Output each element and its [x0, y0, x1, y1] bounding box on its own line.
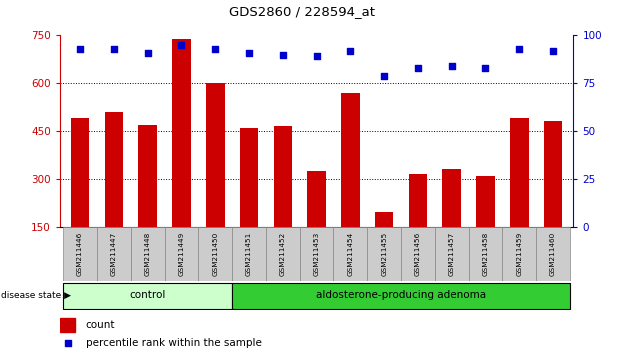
Point	[413, 65, 423, 71]
Bar	[172, 39, 191, 227]
Text: GSM211453: GSM211453	[314, 232, 319, 276]
Point	[481, 65, 491, 71]
Point	[253, 242, 263, 248]
Text: GSM211454: GSM211454	[347, 232, 353, 276]
Bar	[206, 83, 224, 227]
Bar	[401, 227, 435, 281]
Point	[210, 46, 220, 52]
Point	[312, 53, 322, 59]
Point	[142, 50, 152, 56]
Point	[109, 46, 119, 52]
Bar	[71, 118, 89, 227]
Text: GSM211452: GSM211452	[280, 232, 286, 276]
Text: GSM211449: GSM211449	[178, 232, 185, 276]
Text: GSM211448: GSM211448	[145, 232, 151, 276]
Bar	[300, 227, 333, 281]
Bar	[63, 283, 232, 309]
Point	[75, 46, 85, 52]
Point	[278, 52, 288, 57]
Text: count: count	[86, 320, 115, 330]
Text: percentile rank within the sample: percentile rank within the sample	[86, 338, 261, 348]
Bar	[375, 212, 393, 227]
Bar	[367, 227, 401, 281]
Bar	[341, 93, 360, 227]
Bar	[307, 171, 326, 227]
Text: GSM211455: GSM211455	[381, 232, 387, 276]
Point	[548, 48, 558, 53]
Bar	[232, 227, 266, 281]
Point	[345, 48, 355, 53]
Text: GSM211446: GSM211446	[77, 232, 83, 276]
Bar	[232, 283, 570, 309]
Text: GDS2860 / 228594_at: GDS2860 / 228594_at	[229, 5, 375, 18]
Bar	[198, 227, 232, 281]
Bar	[476, 176, 495, 227]
Point	[244, 50, 254, 56]
Bar	[266, 227, 300, 281]
Bar	[409, 174, 427, 227]
Text: GSM211458: GSM211458	[483, 232, 488, 276]
Point	[447, 63, 457, 69]
Bar	[333, 227, 367, 281]
Text: GSM211447: GSM211447	[111, 232, 117, 276]
Bar	[273, 126, 292, 227]
Bar	[164, 227, 198, 281]
Text: aldosterone-producing adenoma: aldosterone-producing adenoma	[316, 290, 486, 300]
Text: GSM211457: GSM211457	[449, 232, 455, 276]
Point	[514, 46, 524, 52]
Bar	[139, 125, 157, 227]
Bar	[60, 318, 75, 331]
Point	[379, 73, 389, 78]
Bar	[97, 227, 131, 281]
Bar	[536, 227, 570, 281]
Text: GSM211460: GSM211460	[550, 232, 556, 276]
Bar	[63, 227, 97, 281]
Text: GSM211456: GSM211456	[415, 232, 421, 276]
Bar	[469, 227, 502, 281]
Bar	[544, 121, 563, 227]
Text: control: control	[130, 290, 166, 300]
Bar	[435, 227, 469, 281]
Bar	[510, 118, 529, 227]
Point	[176, 42, 186, 48]
Text: GSM211459: GSM211459	[516, 232, 522, 276]
Bar	[131, 227, 164, 281]
Text: GSM211451: GSM211451	[246, 232, 252, 276]
Bar	[105, 112, 123, 227]
Bar	[502, 227, 536, 281]
Text: GSM211450: GSM211450	[212, 232, 218, 276]
Bar	[240, 128, 258, 227]
Text: disease state ▶: disease state ▶	[1, 291, 71, 300]
Bar	[442, 169, 461, 227]
